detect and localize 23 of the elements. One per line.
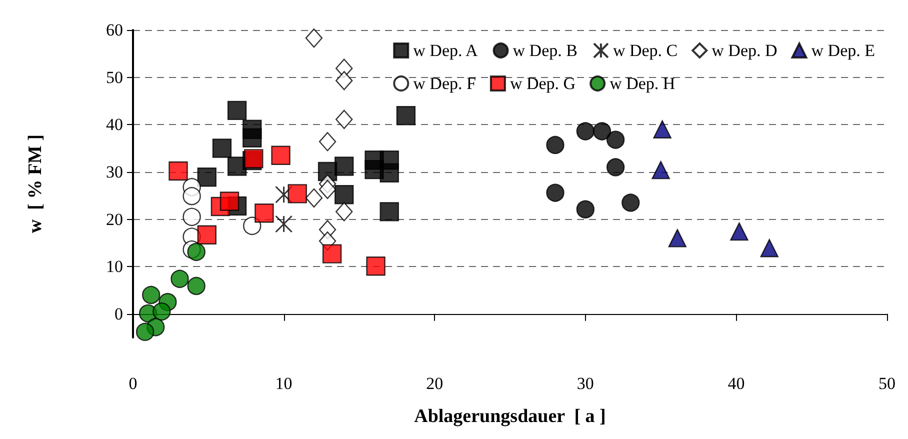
legend-label: w Dep. H xyxy=(610,74,676,93)
legend-label: w Dep. A xyxy=(413,41,479,60)
legend-label: w Dep. E xyxy=(811,41,875,60)
legend-label: w Dep. C xyxy=(612,41,678,60)
x-tick-label: 30 xyxy=(576,374,594,393)
x-tick-label: 50 xyxy=(878,374,896,393)
x-tick-label: 20 xyxy=(426,374,444,393)
y-tick-label: 60 xyxy=(106,20,123,40)
x-tick-label: 0 xyxy=(128,374,138,393)
y-tick-label: 40 xyxy=(106,115,123,134)
legend-label: w Dep. B xyxy=(512,41,578,60)
x-tick-label: 10 xyxy=(275,374,292,393)
x-tick-label: 40 xyxy=(728,374,745,393)
y-tick-label: 50 xyxy=(106,68,123,87)
y-tick-label: 10 xyxy=(106,257,123,276)
y-tick-label: 30 xyxy=(106,162,123,182)
x-axis-title: Ablagerungsdauer [ a ] xyxy=(414,406,606,427)
y-tick-label: 0 xyxy=(114,304,123,324)
legend-label: w Dep. D xyxy=(712,41,778,60)
y-tick-label: 20 xyxy=(106,210,123,229)
legend-label: w Dep. G xyxy=(510,74,576,93)
legend-label: w Dep. F xyxy=(413,74,476,93)
y-axis-title: w [ % FM ] xyxy=(25,134,46,234)
